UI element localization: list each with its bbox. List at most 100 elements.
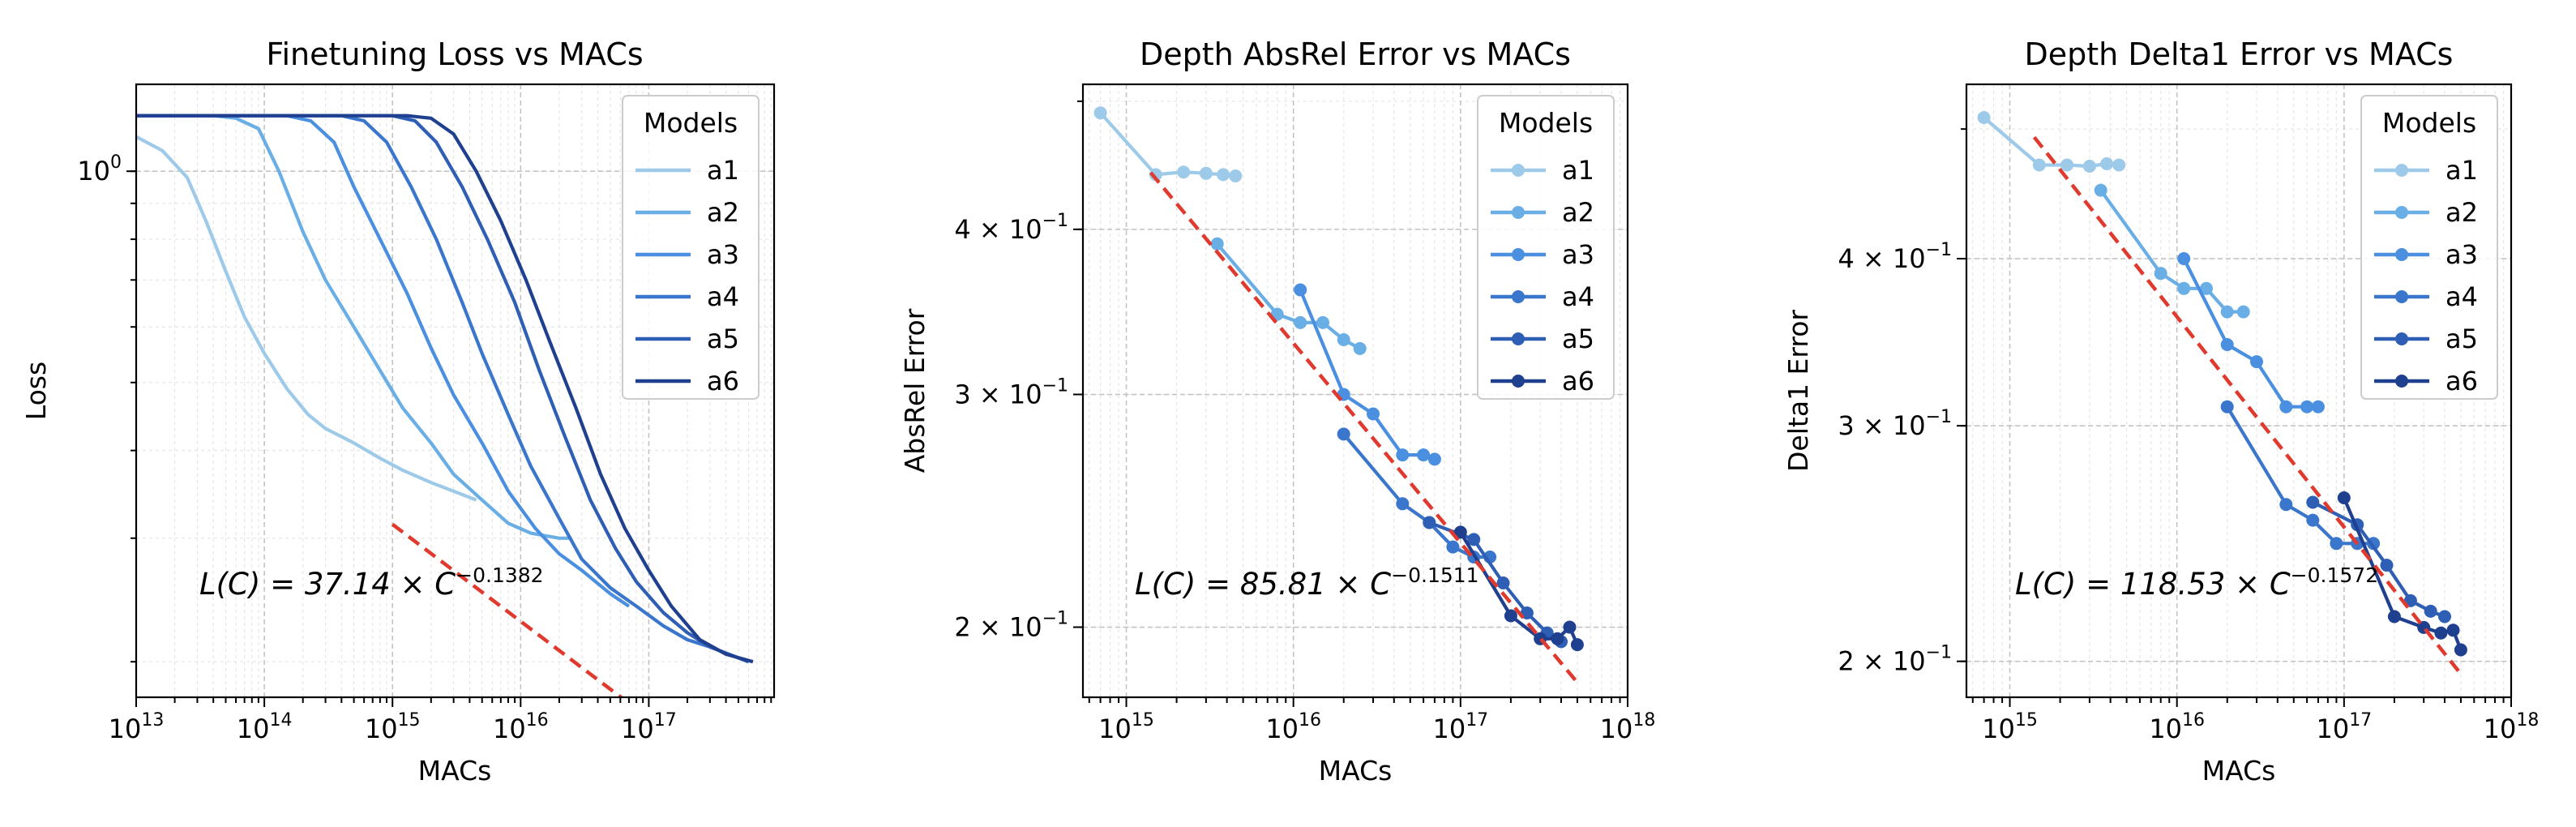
data-point-a1 bbox=[1177, 165, 1191, 179]
data-point-a2 bbox=[1210, 237, 1224, 251]
data-point-a5 bbox=[2380, 559, 2394, 572]
x-tick-label-exp: 18 bbox=[1632, 710, 1655, 731]
x-tick-label: 1018 bbox=[1600, 710, 1656, 744]
data-point-a3 bbox=[2300, 400, 2314, 414]
data-point-a1 bbox=[2112, 158, 2126, 172]
series-line-a6 bbox=[136, 114, 754, 664]
y-tick-label-base: 3 × 10 bbox=[1838, 410, 1925, 441]
y-axis-label: Loss bbox=[20, 362, 52, 420]
data-point-a3 bbox=[1294, 283, 1307, 297]
x-tick-label-exp: 15 bbox=[398, 710, 421, 731]
data-point-a2 bbox=[2200, 281, 2213, 295]
series-line-a5 bbox=[136, 114, 750, 664]
x-tick-label-base: 10 bbox=[1098, 713, 1132, 744]
data-point-a2 bbox=[1316, 315, 1329, 329]
legend-label-a1: a1 bbox=[1562, 155, 1594, 186]
legend-marker-a4 bbox=[2395, 290, 2408, 303]
fit-equation-exponent: −0.1382 bbox=[456, 563, 543, 587]
x-tick-label-base: 10 bbox=[621, 713, 654, 744]
x-tick-label-exp: 16 bbox=[526, 710, 549, 731]
legend-marker-a2 bbox=[1512, 206, 1525, 219]
data-point-a3 bbox=[2250, 355, 2263, 369]
chart-title: Depth Delta1 Error vs MACs bbox=[2025, 36, 2454, 72]
x-tick-label-exp: 13 bbox=[141, 710, 164, 731]
legend-label-a1: a1 bbox=[2445, 155, 2478, 186]
fit-line bbox=[1149, 171, 1579, 684]
series-group bbox=[136, 114, 754, 697]
data-point-a4 bbox=[2220, 400, 2234, 414]
data-point-a2 bbox=[2236, 305, 2250, 319]
x-tick-label-base: 10 bbox=[2149, 713, 2182, 744]
data-point-a3 bbox=[2220, 338, 2234, 351]
y-tick-label-base: 3 × 10 bbox=[954, 379, 1042, 410]
x-tick-label: 1017 bbox=[621, 710, 677, 744]
legend-label-a6: a6 bbox=[707, 366, 739, 396]
y-tick-label-exp: −1 bbox=[1926, 240, 1952, 260]
legend: Models a1 a2 a3 a4 a5 a6 bbox=[2360, 95, 2498, 400]
y-tick-label-base: 10 bbox=[77, 156, 110, 186]
x-tick-label-base: 10 bbox=[109, 713, 142, 744]
series-line-a3 bbox=[136, 114, 631, 608]
data-point-a3 bbox=[2177, 252, 2191, 265]
data-point-a5 bbox=[1423, 516, 1436, 529]
x-tick-label-exp: 14 bbox=[269, 710, 292, 731]
y-tick-label-base: 2 × 10 bbox=[954, 612, 1042, 643]
fit-equation-exponent: −0.1572 bbox=[2291, 563, 2378, 587]
y-tick-label: 100 bbox=[77, 152, 122, 186]
legend-label-a2: a2 bbox=[1562, 197, 1594, 228]
series-group bbox=[1093, 106, 1584, 684]
legend-label-a2: a2 bbox=[707, 197, 739, 228]
x-tick-label-base: 10 bbox=[2484, 713, 2517, 744]
x-tick-label: 1016 bbox=[2149, 710, 2205, 744]
legend: Models a1 a2 a3 a4 a5 a6 bbox=[1477, 95, 1615, 400]
data-point-a3 bbox=[2279, 400, 2293, 414]
x-tick-label: 1017 bbox=[1432, 710, 1488, 744]
legend-label-a1: a1 bbox=[707, 155, 739, 186]
data-point-a5 bbox=[2424, 604, 2437, 618]
x-tick-label: 1017 bbox=[2316, 710, 2372, 744]
x-tick-label-base: 10 bbox=[1265, 713, 1299, 744]
y-tick-label-base: 4 × 10 bbox=[954, 214, 1042, 245]
chart-title: Depth AbsRel Error vs MACs bbox=[1140, 36, 1571, 72]
x-tick-label-base: 10 bbox=[365, 713, 398, 744]
x-tick-label: 1014 bbox=[237, 710, 293, 744]
fit-equation-lhs: L(C) = 85.81 × C bbox=[1135, 567, 1391, 602]
fit-line bbox=[391, 522, 624, 697]
y-tick-label-exp: −1 bbox=[1042, 211, 1068, 231]
series-line-a2 bbox=[136, 114, 572, 540]
legend-label-a5: a5 bbox=[707, 324, 739, 354]
data-point-a5 bbox=[1496, 576, 1510, 589]
y-tick-label-exp: −1 bbox=[1926, 643, 1952, 663]
series-line-a4 bbox=[136, 114, 750, 664]
x-tick-label: 1015 bbox=[1982, 710, 2038, 744]
x-tick-label: 1015 bbox=[365, 710, 421, 744]
plot-frame bbox=[1081, 83, 1629, 699]
data-point-a1 bbox=[1093, 106, 1107, 120]
legend-title: Models bbox=[2382, 107, 2476, 139]
x-tick-label-exp: 17 bbox=[1466, 710, 1488, 731]
legend-label-a4: a4 bbox=[1562, 281, 1594, 312]
data-point-a3 bbox=[2311, 400, 2325, 414]
x-tick-label-exp: 15 bbox=[2015, 710, 2038, 731]
legend-label-a4: a4 bbox=[2445, 281, 2478, 312]
legend-label-a4: a4 bbox=[707, 281, 739, 312]
data-point-a6 bbox=[1453, 525, 1467, 539]
series-group bbox=[1977, 111, 2467, 675]
legend-marker-a2 bbox=[2395, 206, 2408, 219]
legend-marker-a3 bbox=[1512, 248, 1525, 261]
data-point-a6 bbox=[1570, 638, 1584, 652]
data-point-a2 bbox=[1294, 315, 1307, 329]
x-tick-label-base: 10 bbox=[1982, 713, 2015, 744]
x-tick-label: 1013 bbox=[109, 710, 165, 744]
data-point-a6 bbox=[1504, 609, 1517, 623]
x-tick-label-exp: 15 bbox=[1132, 710, 1154, 731]
legend-label-a3: a3 bbox=[2445, 239, 2478, 270]
data-point-a2 bbox=[2177, 281, 2191, 295]
data-point-a5 bbox=[1467, 533, 1481, 546]
data-point-a6 bbox=[1551, 632, 1564, 645]
data-point-a1 bbox=[1199, 166, 1213, 180]
x-tick-label-exp: 18 bbox=[2516, 710, 2539, 731]
legend-marker-a6 bbox=[2395, 375, 2408, 388]
